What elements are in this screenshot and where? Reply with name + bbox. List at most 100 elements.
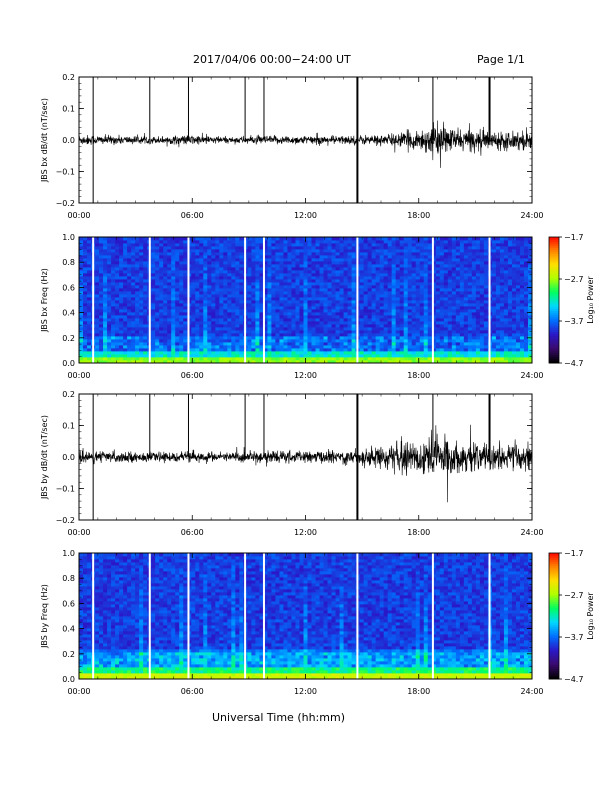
spectrogram-cell — [159, 294, 164, 298]
spectrogram-cell — [339, 357, 344, 361]
spectrogram-cell — [223, 285, 228, 289]
spectrogram-cell — [123, 297, 128, 301]
spectrogram-cell — [255, 294, 260, 298]
spectrogram-cell — [351, 315, 357, 319]
spectrogram-cell — [207, 267, 212, 271]
spectrogram-cell — [327, 327, 332, 331]
spectrogram-cell — [447, 339, 453, 343]
spectrogram-cell — [299, 357, 304, 361]
spectrogram-cell — [347, 312, 352, 316]
spectrogram-cell — [139, 300, 144, 304]
spectrogram-cell — [475, 255, 481, 259]
spectrogram-cell — [471, 327, 477, 331]
spectrogram-cell — [195, 294, 200, 298]
spectrogram-cell — [467, 270, 473, 274]
spectrogram-cell — [511, 273, 517, 277]
spectrogram-cell — [139, 270, 144, 274]
spectrogram-cell — [127, 246, 132, 250]
spectrogram-cell — [471, 279, 477, 283]
spectrogram-cell — [443, 312, 449, 316]
spectrogram-cell — [115, 312, 120, 316]
spectrogram-cell — [467, 282, 473, 286]
spectrogram-cell — [171, 327, 176, 331]
spectrogram-cell — [255, 336, 260, 340]
spectrogram-cell — [227, 327, 232, 331]
spectrogram-cell — [515, 264, 521, 268]
spectrogram-cell — [379, 315, 385, 319]
spectrogram-cell — [475, 243, 481, 247]
spectrogram-cell — [171, 324, 176, 328]
spectrogram-cell — [363, 285, 369, 289]
spectrogram-cell — [339, 264, 344, 268]
spectrogram-cell — [179, 306, 184, 310]
spectrogram-cell — [99, 267, 104, 271]
spectrogram-cell — [227, 360, 232, 364]
spectrogram-cell — [463, 324, 469, 328]
spectrogram-cell — [79, 333, 84, 337]
spectrogram-cell — [379, 270, 385, 274]
spectrogram-cell — [159, 324, 164, 328]
spectrogram-cell — [195, 321, 200, 325]
spectrogram-cell — [83, 348, 88, 352]
spectrogram-cell — [103, 318, 108, 322]
spectrogram-cell — [463, 243, 469, 247]
spectrogram-cell — [171, 297, 176, 301]
spectrogram-cell — [483, 258, 489, 262]
spectrogram-cell — [371, 288, 377, 292]
colorbar-segment — [549, 306, 559, 309]
spectrogram-cell — [275, 306, 280, 310]
spectrogram-cell — [439, 330, 445, 334]
spectrogram-cell — [119, 306, 124, 310]
spectrogram-cell — [399, 285, 405, 289]
spectrogram-cell — [527, 357, 533, 361]
spectrogram-cell — [315, 288, 320, 292]
spectrogram-cell — [295, 288, 300, 292]
spectrogram-cell — [451, 282, 457, 286]
spectrogram-cell — [495, 303, 501, 307]
spectrogram-cell — [207, 273, 212, 277]
spectrogram-cell — [443, 264, 449, 268]
spectrogram-cell — [135, 330, 140, 334]
spectrogram-cell — [163, 240, 168, 244]
spectrogram-cell — [263, 345, 268, 349]
spectrogram-cell — [519, 309, 525, 313]
spectrogram-cell — [259, 255, 264, 259]
spectrogram-cell — [287, 285, 292, 289]
spectrogram-cell — [87, 285, 92, 289]
spectrogram-cell — [375, 330, 381, 334]
spectrogram-cell — [503, 360, 509, 364]
spectrogram-cell — [315, 309, 320, 313]
spectrogram-cell — [151, 246, 156, 250]
spectrogram-cell — [367, 327, 373, 331]
spectrogram-cell — [171, 258, 176, 262]
spectrogram-cell — [123, 249, 128, 253]
spectrogram-cell — [171, 315, 176, 319]
spectrogram-cell — [207, 354, 212, 358]
spectrogram-cell — [363, 240, 369, 244]
spectrogram-cell — [463, 249, 469, 253]
spectrogram-cell — [207, 327, 212, 331]
spectrogram-cell — [95, 324, 100, 328]
spectrogram-cell — [363, 351, 369, 355]
spectrogram-cell — [495, 324, 501, 328]
spectrogram-cell — [307, 276, 312, 280]
spectrogram-cell — [315, 315, 320, 319]
spectrogram-cell — [203, 279, 208, 283]
spectrogram-cell — [367, 333, 373, 337]
spectrogram-cell — [235, 348, 240, 352]
spectrogram-cell — [235, 243, 240, 247]
spectrogram-cell — [299, 345, 304, 349]
spectrogram-cell — [167, 354, 172, 358]
spectrogram-cell — [351, 333, 357, 337]
spectrogram-cell — [447, 288, 453, 292]
spectrogram-cell — [235, 339, 240, 343]
spectrogram-cell — [119, 330, 124, 334]
spectrogram-cell — [199, 324, 204, 328]
spectrogram-cell — [455, 291, 461, 295]
spectrogram-cell — [363, 273, 369, 277]
spectrogram-cell — [527, 306, 533, 310]
spectrogram-cell — [351, 351, 357, 355]
spectrogram-cell — [311, 297, 316, 301]
spectrogram-cell — [307, 315, 312, 319]
spectrogram-cell — [399, 267, 405, 271]
